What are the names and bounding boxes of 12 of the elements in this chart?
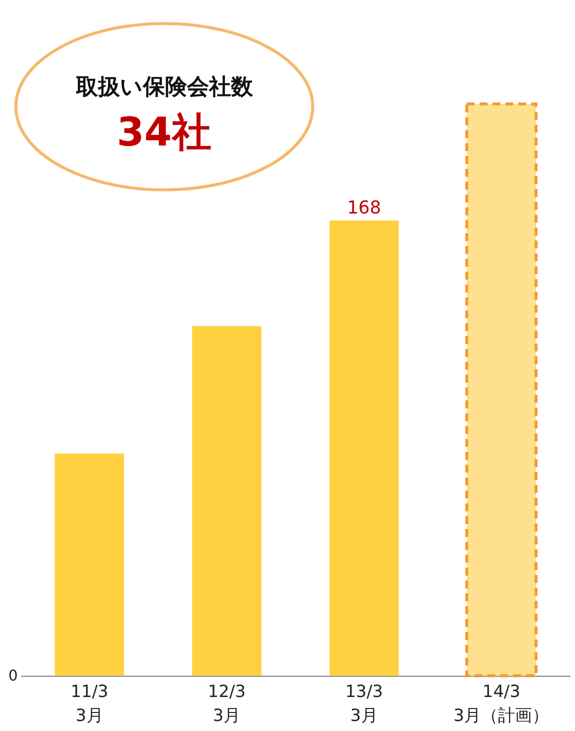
x-tick-label: 12/3 3月 [208, 681, 246, 725]
bar [465, 102, 538, 678]
data-label: 168 [347, 198, 382, 219]
x-tick-label: 11/3 3月 [70, 681, 108, 725]
x-tick-label: 14/3 3月（計画） [454, 681, 550, 725]
annotation: 34社 [116, 109, 212, 156]
text: 0 [8, 668, 18, 685]
x-tick-label: 13/3 3月 [345, 681, 383, 725]
bar [192, 326, 262, 676]
bar [54, 454, 124, 676]
bar [329, 220, 399, 676]
text: 取扱い保険会社数 [74, 74, 254, 100]
